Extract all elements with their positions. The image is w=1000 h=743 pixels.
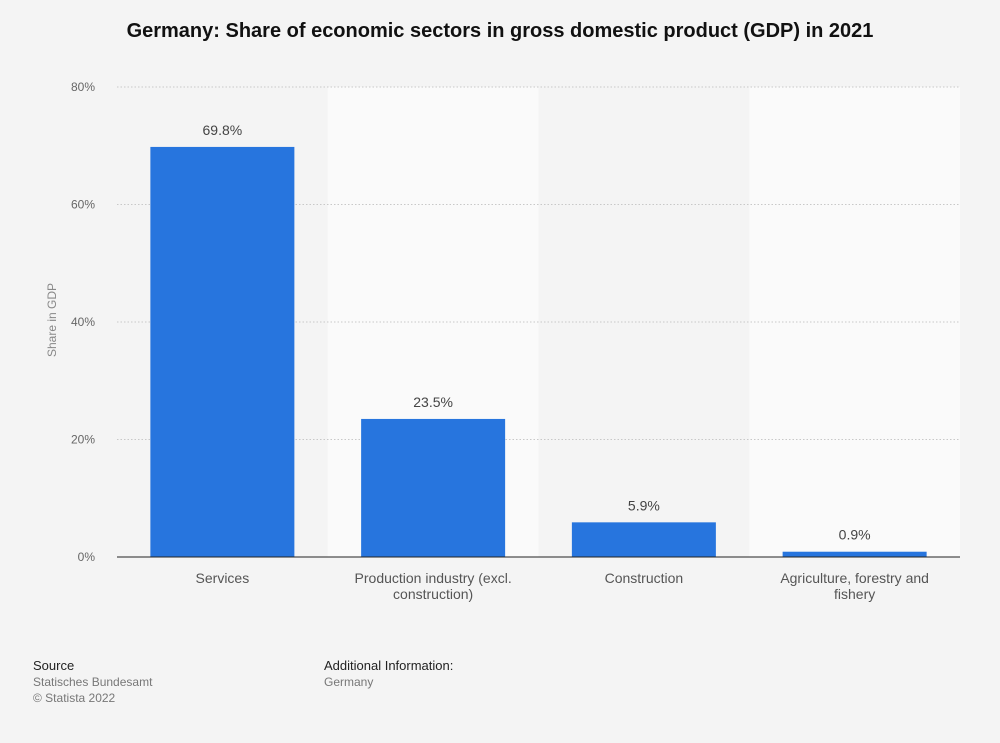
category-label: Services	[196, 570, 250, 586]
source-block: Source Statisches Bundesamt © Statista 2…	[33, 658, 152, 706]
category-label-line: Services	[196, 570, 250, 586]
additional-info-text: Germany	[324, 675, 374, 689]
bars	[150, 146, 927, 558]
data-label: 69.8%	[203, 122, 243, 138]
category-label-line: fishery	[834, 586, 875, 602]
data-label: 0.9%	[839, 527, 871, 543]
category-label: Production industry (excl. construction)	[355, 570, 512, 602]
y-axis-label: Share in GDP	[45, 283, 59, 357]
category-label-line: Construction	[605, 570, 684, 586]
copyright: © Statista 2022	[33, 691, 116, 705]
additional-info-heading: Additional Information:	[324, 658, 454, 673]
y-tick-label: 20%	[71, 433, 95, 447]
additional-info-block: Additional Information: Germany	[324, 658, 453, 690]
source-name: Statisches Bundesamt	[33, 675, 153, 689]
data-label: 5.9%	[628, 497, 660, 513]
y-tick-label: 80%	[71, 80, 95, 94]
bar	[150, 146, 295, 558]
data-label: 23.5%	[413, 394, 453, 410]
y-tick-label: 0%	[78, 550, 96, 564]
category-label-line: construction)	[393, 586, 473, 602]
bar	[361, 418, 506, 557]
y-tick-label: 40%	[71, 315, 95, 329]
category-band	[749, 87, 960, 557]
y-axis-ticks: 0% 20% 40% 60% 80%	[71, 80, 95, 564]
data-labels: 69.8% 23.5% 5.9% 0.9%	[203, 122, 871, 543]
category-label-line: Agriculture, forestry and	[780, 570, 929, 586]
source-heading: Source	[33, 658, 75, 673]
category-label: Agriculture, forestry and fishery	[780, 570, 929, 602]
category-labels: Services Production industry (excl. constr…	[196, 570, 929, 602]
bar	[571, 522, 716, 557]
category-label: Construction	[605, 570, 684, 586]
chart-title: Germany: Share of economic sectors in gr…	[126, 20, 874, 42]
category-label-line: Production industry (excl.	[355, 570, 512, 586]
bar	[782, 551, 927, 557]
y-tick-label: 60%	[71, 198, 95, 212]
